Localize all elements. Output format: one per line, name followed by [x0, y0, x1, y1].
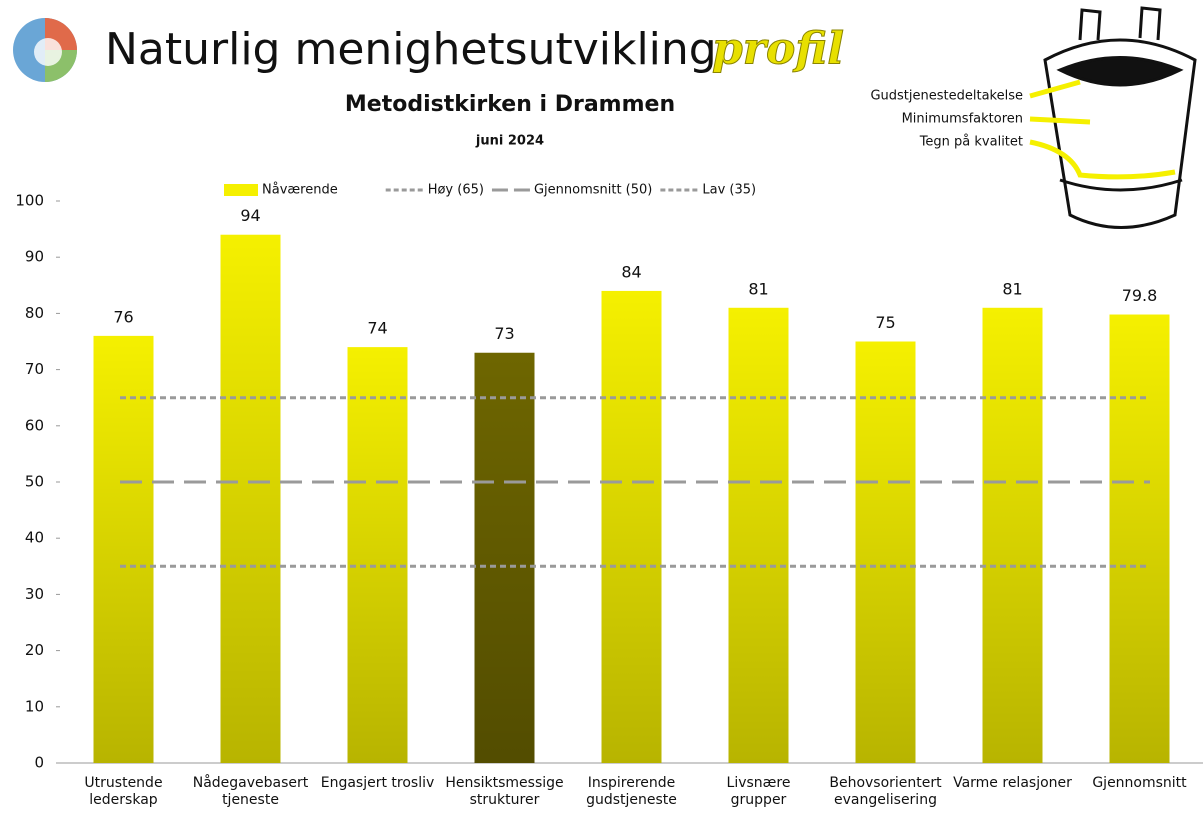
y-tick-label: 30 [25, 585, 44, 603]
page-title: Naturlig menighetsutvikling [105, 24, 717, 75]
chart: Naturlig menighetsutvikling profil Metod… [0, 0, 1203, 815]
legend-label: Nåværende [262, 183, 338, 198]
x-tick-label: Behovsorientert evangelisering [823, 775, 949, 809]
bar-shade [983, 308, 1043, 763]
y-tick-label: 70 [25, 360, 44, 378]
bar-shade [94, 336, 154, 763]
bar-shade [729, 308, 789, 763]
value-label: 94 [240, 206, 260, 225]
bar-shade [348, 347, 408, 763]
legend-label: Høy (65) [428, 183, 484, 198]
value-label: 73 [494, 324, 514, 343]
legend-swatch [224, 184, 258, 196]
barrel-label: Tegn på kvalitet [919, 135, 1023, 150]
value-label: 74 [367, 319, 387, 338]
chart-title: Metodistkirken i Drammen [345, 92, 675, 117]
x-tick-label: Nådegavebasert tjeneste [188, 775, 314, 809]
y-tick-label: 50 [25, 473, 44, 491]
title-accent: profil [712, 24, 844, 75]
y-tick-label: 0 [34, 754, 44, 772]
y-tick-label: 80 [25, 304, 44, 322]
x-tick-label: Utrustende lederskap [61, 775, 187, 809]
value-label: 79.8 [1122, 286, 1158, 305]
logo [13, 18, 77, 82]
x-tick-label: Hensiktsmessige strukturer [442, 775, 568, 809]
legend-label: Gjennomsnitt (50) [534, 183, 652, 198]
value-label: 81 [748, 279, 768, 298]
value-label: 75 [875, 313, 895, 332]
chart-subtitle: juni 2024 [475, 134, 544, 149]
value-label: 76 [113, 307, 133, 326]
x-tick-label: Engasjert trosliv [315, 775, 441, 792]
y-tick-label: 40 [25, 529, 44, 547]
x-tick-label: Inspirerende gudstjeneste [569, 775, 695, 809]
barrel-label: Minimumsfaktoren [902, 112, 1023, 127]
barrel-labels: Gudstjenestedeltakelse Minimumsfaktoren … [870, 89, 1023, 150]
value-label: 81 [1002, 279, 1022, 298]
bar-shade [856, 342, 916, 764]
y-tick-label: 10 [25, 697, 44, 715]
value-label: 84 [621, 262, 641, 281]
y-tick-label: 60 [25, 416, 44, 434]
y-tick-label: 90 [25, 248, 44, 266]
y-tick-label: 100 [15, 192, 44, 210]
x-tick-label: Varme relasjoner [950, 775, 1076, 792]
bar-shade [221, 235, 281, 763]
bar-shade [1110, 315, 1170, 763]
bar-shade [602, 291, 662, 763]
bar-shade [475, 353, 535, 763]
y-tick-label: 20 [25, 641, 44, 659]
page: Naturlig menighetsutvikling profil Metod… [0, 0, 1203, 815]
barrel [1045, 8, 1195, 228]
x-tick-label: Gjennomsnitt [1077, 775, 1203, 792]
x-tick-label: Livsnære grupper [696, 775, 822, 809]
barrel-label: Gudstjenestedeltakelse [870, 89, 1023, 104]
legend-label: Lav (35) [702, 183, 756, 198]
